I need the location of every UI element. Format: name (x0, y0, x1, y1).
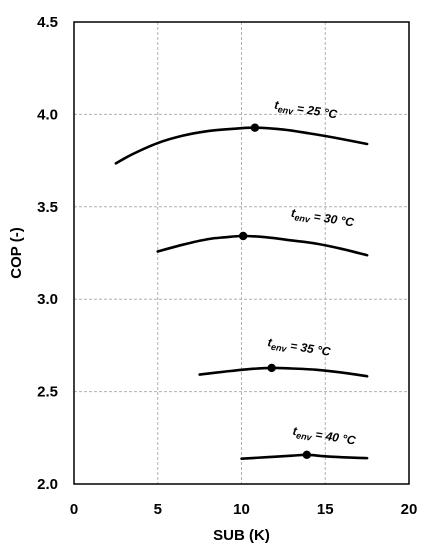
y-tick-label: 2.5 (37, 384, 58, 401)
annotation-subscript: env (295, 430, 313, 442)
series-annotation-0: tenv = 25 °C (273, 98, 338, 124)
annotation-main: t (273, 98, 280, 113)
y-tick-label: 3.0 (37, 291, 58, 308)
x-tick-label: 15 (317, 501, 334, 518)
annotation-rest: = 25 °C (293, 101, 339, 122)
series-line-0 (114, 126, 369, 165)
optimum-point-3 (302, 450, 312, 460)
x-tick-label: 20 (401, 501, 418, 518)
annotation-subscript: env (270, 342, 288, 354)
annotation-main: t (267, 335, 274, 350)
series-annotation-3: tenv = 40 °C (292, 424, 357, 450)
series-annotation-1: tenv = 30 °C (290, 206, 355, 232)
y-tick-label: 3.5 (37, 199, 58, 216)
data-series (114, 123, 369, 460)
annotation-subscript: env (277, 104, 295, 116)
y-tick-label: 4.5 (37, 14, 58, 31)
optimum-point-2 (267, 363, 276, 373)
x-tick-label: 5 (154, 501, 162, 518)
annotation-main: t (292, 424, 299, 439)
y-axis-label: COP (-) (8, 227, 25, 278)
axis-ticks: 0 5 10 15 20 2.0 2.5 3.0 3.5 4.0 4.5 (37, 14, 417, 518)
optimum-point-1 (238, 231, 248, 241)
x-tick-label: 0 (70, 501, 78, 518)
series-line-2 (198, 366, 369, 378)
optimum-point-0 (250, 123, 260, 132)
annotation-subscript: env (294, 212, 312, 224)
grid-lines (74, 22, 409, 484)
series-annotation-2: tenv = 35 °C (266, 335, 331, 361)
x-tick-label: 10 (233, 501, 250, 518)
series-line-1 (156, 234, 369, 257)
x-axis-label: SUB (K) (213, 527, 270, 544)
plot-area-frame (73, 21, 410, 485)
annotation-rest: = 35 °C (286, 338, 332, 359)
annotation-rest: = 40 °C (311, 427, 357, 448)
y-tick-label: 4.0 (37, 106, 58, 123)
y-tick-label: 2.0 (37, 476, 58, 493)
annotation-main: t (290, 206, 297, 221)
annotation-rest: = 30 °C (309, 209, 355, 230)
